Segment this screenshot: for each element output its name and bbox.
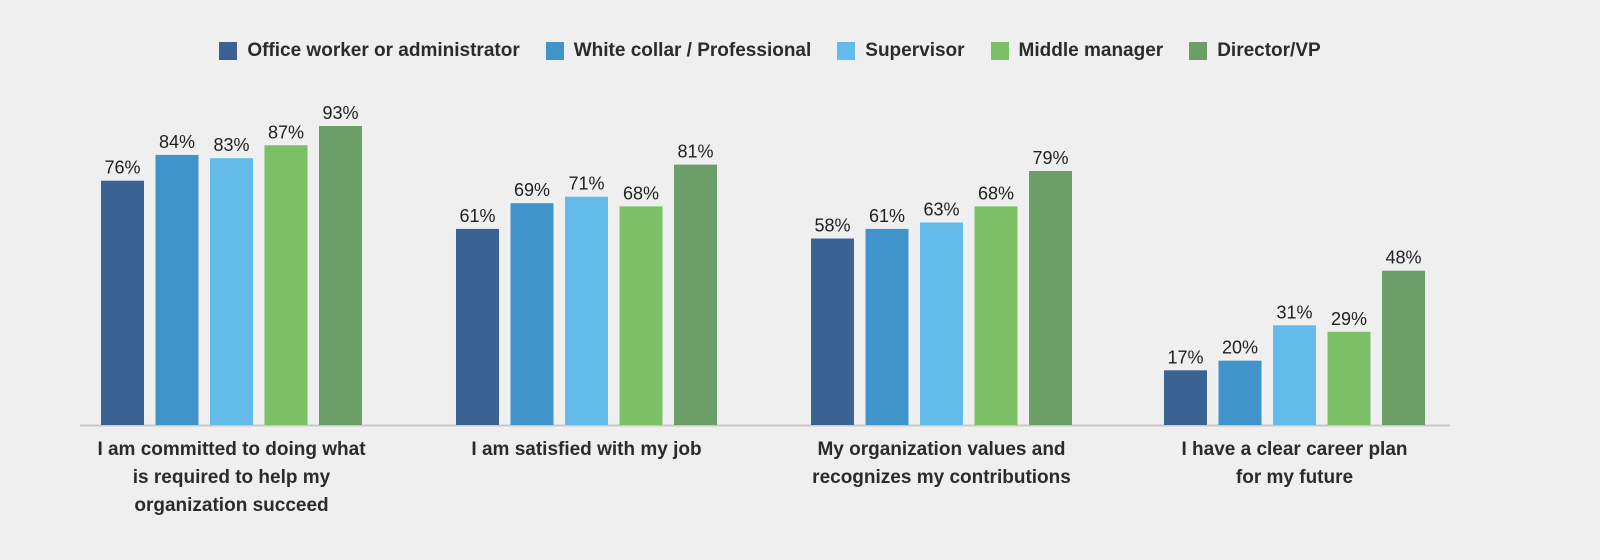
bar <box>811 238 854 425</box>
data-label: 93% <box>322 103 358 123</box>
bar <box>619 206 663 425</box>
data-label: 79% <box>1032 148 1068 168</box>
data-label: 29% <box>1331 309 1367 329</box>
bar <box>510 203 554 425</box>
category-label: I am satisfied with my job <box>427 436 747 464</box>
legend-label: Middle manager <box>1018 40 1164 61</box>
category-label: My organization values and recognizes my … <box>782 436 1102 492</box>
bar <box>1164 370 1207 425</box>
data-label: 31% <box>1276 302 1312 322</box>
bar <box>974 206 1018 425</box>
category-label-line: I have a clear career plan <box>1181 439 1408 460</box>
legend-item-office-worker: Office worker or administrator <box>219 40 520 62</box>
data-label: 63% <box>923 200 959 220</box>
category-label: I have a clear career plan for my future <box>1135 436 1455 492</box>
bar <box>101 180 144 425</box>
legend-label: Director/VP <box>1217 40 1321 61</box>
data-label: 17% <box>1167 347 1203 367</box>
data-label: 61% <box>869 206 905 226</box>
data-label: 20% <box>1222 338 1258 358</box>
legend-swatch <box>837 42 856 60</box>
bar <box>1273 325 1316 425</box>
bar <box>865 228 909 425</box>
data-label: 68% <box>623 183 659 203</box>
data-label: 58% <box>814 216 850 236</box>
data-label: 83% <box>213 135 249 155</box>
data-label: 71% <box>568 174 604 194</box>
category-label-line: My organization values and <box>817 439 1066 460</box>
legend-item-director-vp: Director/VP <box>1189 40 1321 62</box>
category-label: I am committed to doing what is required … <box>72 436 392 520</box>
bar <box>456 228 499 425</box>
bar <box>264 145 308 426</box>
legend-swatch <box>1189 42 1208 60</box>
bar <box>319 126 362 425</box>
category-label-line: is required to help my <box>132 467 331 488</box>
legend-item-white-collar: White collar / Professional <box>545 40 812 62</box>
data-label: 81% <box>677 142 713 162</box>
category-label-line: I am committed to doing what <box>97 439 366 460</box>
data-label: 48% <box>1385 248 1421 268</box>
category-label-line: for my future <box>1235 467 1354 488</box>
data-label: 69% <box>514 180 550 200</box>
bar <box>155 154 199 425</box>
data-label: 76% <box>104 158 140 178</box>
legend-label: Office worker or administrator <box>247 40 520 61</box>
legend-label: White collar / Professional <box>573 40 812 61</box>
bar <box>1218 360 1262 425</box>
category-label-line: organization succeed <box>134 495 329 516</box>
bar <box>1327 331 1371 425</box>
legend-swatch <box>545 42 564 60</box>
category-label-line: I am satisfied with my job <box>471 439 702 460</box>
legend: Office worker or administrator White col… <box>0 40 1540 62</box>
data-label: 84% <box>159 132 195 152</box>
data-label: 61% <box>459 206 495 226</box>
bar <box>565 196 608 425</box>
legend-swatch <box>219 42 238 60</box>
data-label: 87% <box>268 122 304 142</box>
legend-swatch <box>990 42 1009 60</box>
bar <box>1029 171 1072 425</box>
category-label-line: recognizes my contributions <box>812 467 1071 488</box>
legend-item-supervisor: Supervisor <box>837 40 965 62</box>
legend-label: Supervisor <box>865 40 965 61</box>
bar <box>920 222 963 425</box>
bar <box>674 164 717 425</box>
bar <box>210 158 253 425</box>
legend-item-middle-manager: Middle manager <box>990 40 1164 62</box>
data-label: 68% <box>978 183 1014 203</box>
bar <box>1382 270 1425 425</box>
